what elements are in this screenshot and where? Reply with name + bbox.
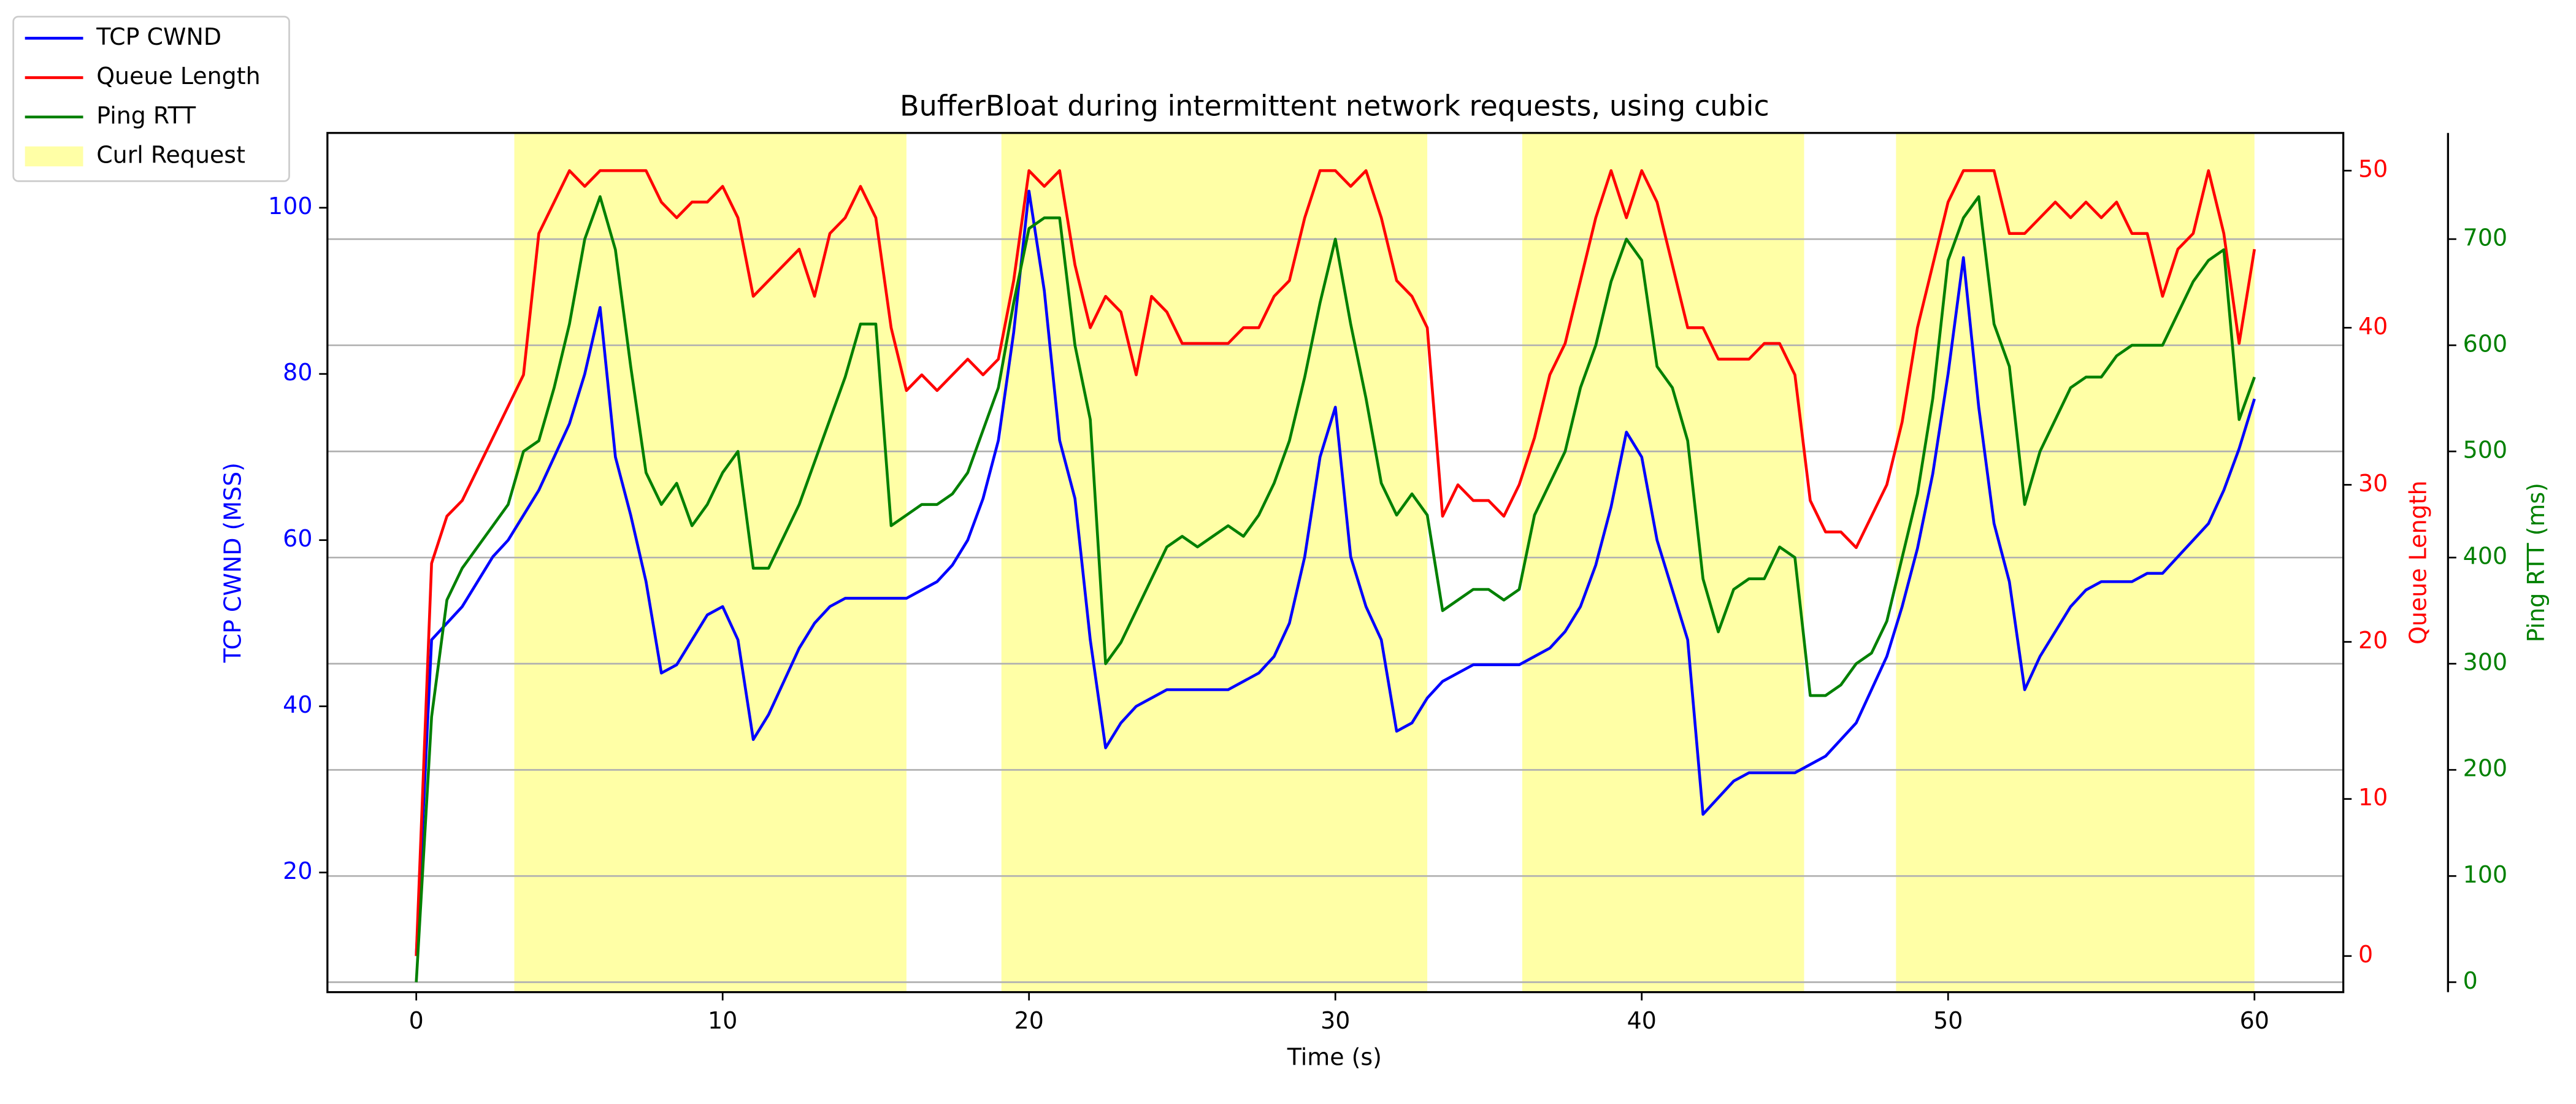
y2-tick-label: 0 — [2358, 941, 2373, 968]
y-axis-label: TCP CWND (MSS) — [220, 462, 247, 663]
y2-tick-label: 50 — [2358, 156, 2388, 183]
legend-label: Curl Request — [96, 141, 245, 168]
y3-tick-label: 400 — [2463, 543, 2507, 570]
legend: TCP CWND Queue Length Ping RTT Curl Request — [12, 15, 290, 182]
legend-swatch — [25, 146, 83, 167]
x-axis-label: Time (s) — [1287, 1044, 1382, 1071]
legend-frame — [12, 15, 290, 182]
y-tick-label: 40 — [283, 691, 312, 718]
shaded-interval — [514, 132, 907, 992]
shaded-interval — [1001, 132, 1428, 992]
x-tick-label: 10 — [708, 1007, 737, 1034]
y-tick-label: 100 — [268, 193, 312, 220]
y3-tick-label: 700 — [2463, 224, 2507, 251]
y2-tick-label: 30 — [2358, 470, 2388, 497]
series-line — [415, 190, 2256, 956]
y2-axis-label: Queue Length — [2405, 480, 2432, 644]
x-tick-label: 0 — [409, 1007, 424, 1034]
y2-tick-label: 20 — [2358, 627, 2388, 654]
legend-label: Ping RTT — [96, 102, 196, 129]
y3-tick-label: 600 — [2463, 330, 2507, 357]
x-tick-label: 30 — [1321, 1007, 1350, 1034]
y-tick-label: 60 — [283, 525, 312, 552]
y3-tick-label: 500 — [2463, 436, 2507, 463]
y-tick-label: 20 — [283, 857, 312, 884]
y3-tick-label: 300 — [2463, 649, 2507, 676]
x-tick-label: 50 — [1933, 1007, 1963, 1034]
series-line — [415, 169, 2256, 956]
legend-label: TCP CWND — [96, 23, 221, 50]
y2-tick-label: 40 — [2358, 313, 2388, 340]
x-tick-label: 60 — [2240, 1007, 2269, 1034]
y3-tick-label: 0 — [2463, 967, 2478, 994]
x-tick-label: 40 — [1627, 1007, 1657, 1034]
legend-label: Queue Length — [96, 63, 260, 90]
y3-tick-label: 200 — [2463, 755, 2507, 782]
series-line — [415, 195, 2256, 983]
y3-tick-label: 100 — [2463, 861, 2507, 888]
chart-title: BufferBloat during intermittent network … — [900, 90, 1769, 123]
y-tick-label: 80 — [283, 359, 312, 386]
shaded-interval — [1896, 132, 2255, 992]
x-tick-label: 20 — [1014, 1007, 1044, 1034]
y2-tick-label: 10 — [2358, 784, 2388, 811]
y3-axis-label: Ping RTT (ms) — [2523, 483, 2550, 642]
